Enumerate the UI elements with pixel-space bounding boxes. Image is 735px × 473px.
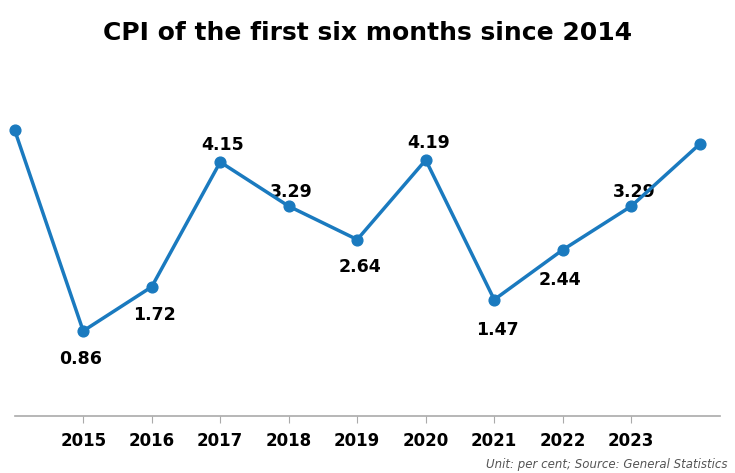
Point [557, 246, 569, 254]
Text: 2.64: 2.64 [339, 258, 381, 276]
Text: 1.72: 1.72 [133, 306, 176, 324]
Point [420, 156, 431, 164]
Point [77, 327, 89, 335]
Point [215, 158, 226, 166]
Point [283, 202, 295, 210]
Text: 2.44: 2.44 [539, 272, 581, 289]
Text: 4.19: 4.19 [407, 134, 450, 152]
Text: 4.15: 4.15 [201, 136, 244, 154]
Text: 3.29: 3.29 [613, 184, 656, 201]
Text: 3.29: 3.29 [270, 184, 313, 201]
Text: Unit: per cent; Source: General Statistics: Unit: per cent; Source: General Statisti… [486, 458, 728, 471]
Point [488, 296, 500, 304]
Text: 0.86: 0.86 [59, 350, 102, 368]
Point [351, 236, 363, 244]
Title: CPI of the first six months since 2014: CPI of the first six months since 2014 [103, 21, 632, 45]
Point [9, 126, 21, 134]
Point [625, 202, 637, 210]
Text: 1.47: 1.47 [476, 321, 518, 339]
Point [694, 140, 706, 148]
Point [146, 283, 157, 290]
